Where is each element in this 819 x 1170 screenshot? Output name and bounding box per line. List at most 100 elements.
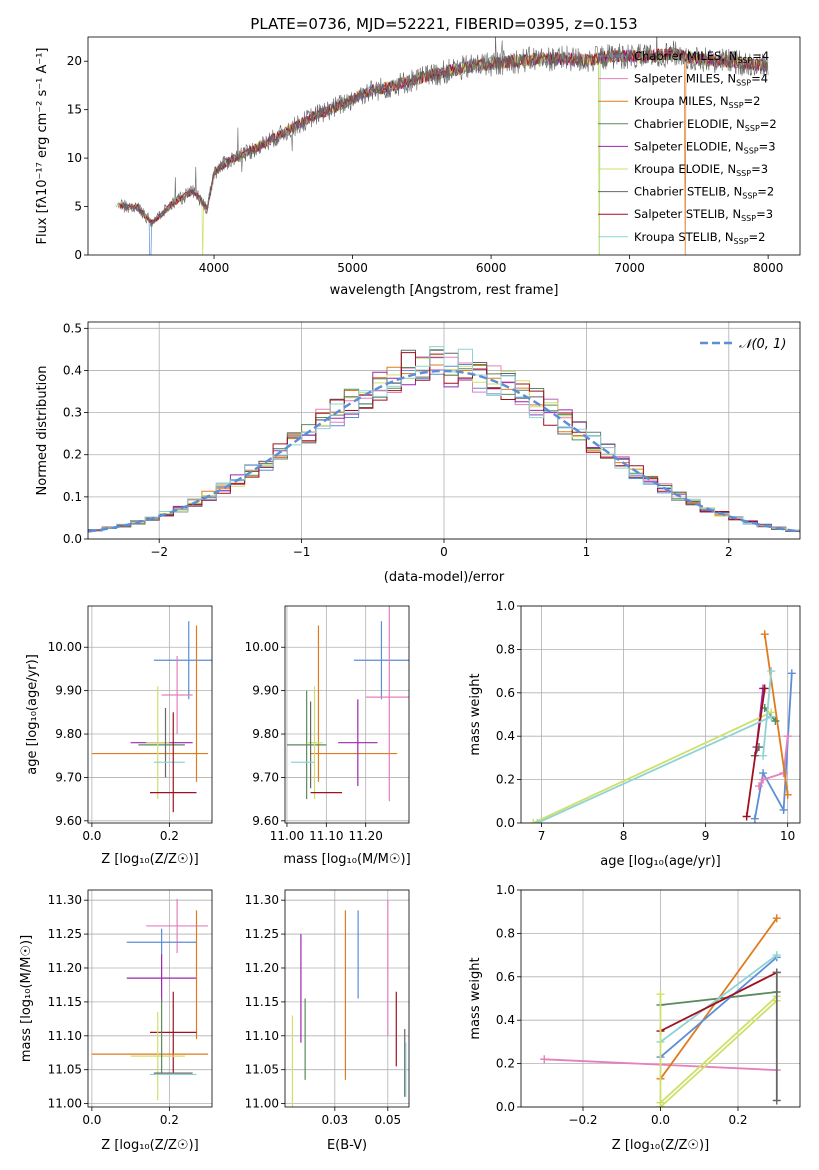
x-tick-label: 0.05 [374, 1113, 401, 1127]
x-tick-label: 0.2 [728, 1113, 747, 1127]
legend-subscript: SSP [744, 146, 759, 155]
y-tick-label: 11.15 [245, 995, 279, 1009]
y-axis-label: Flux [fλ10⁻¹⁷ erg cm⁻² s⁻¹ A⁻¹] [35, 48, 50, 245]
plot-area [91, 621, 212, 813]
x-axis-label: age [log₁₀(age/yr)] [600, 854, 721, 869]
mass-vs-metallicity-panel: 0.0 0.2 11.00 11.05 11.10 11.15 11.20 11.25 11.3… [19, 889, 213, 1153]
massweight-vs-metallicity-panel: −0.2 0.0 0.2 0.0 0.2 0.4 0.6 0.8 1.0 Z [log₁₀(Z/Z… [468, 883, 801, 1153]
series-marker [759, 775, 768, 784]
axes-frame [87, 321, 801, 540]
axes-frame [520, 605, 801, 824]
plot-area [88, 346, 800, 533]
spectrum-chabrier-stelib-line [120, 37, 769, 228]
y-tick-label: 0.6 [496, 686, 515, 700]
series-line [659, 995, 778, 1104]
legend-subscript: SSP [745, 124, 760, 133]
y-tick-label: 0.5 [63, 321, 82, 335]
legend-ssp-count: =3 [756, 207, 773, 221]
y-tick-label: 0.3 [63, 406, 82, 420]
legend-ssp-count: =4 [751, 72, 768, 86]
x-tick-label: 10 [780, 829, 795, 843]
series-marker [656, 1103, 665, 1107]
legend-model-name: Chabrier ELODIE, N [634, 117, 745, 131]
x-axis-label: wavelength [Angstrom, rest frame] [330, 283, 559, 298]
plot-area [286, 606, 409, 802]
y-tick-label: 9.80 [55, 727, 82, 741]
legend-ssp-count: =2 [760, 117, 777, 131]
series-chabrier-miles [656, 953, 781, 1062]
series-marker [772, 951, 781, 960]
plot-area [91, 898, 209, 1101]
y-tick-label: 0.2 [496, 773, 515, 787]
y-tick-label: 1.0 [496, 599, 515, 613]
legend-subscript: SSP [734, 237, 749, 246]
series-line [659, 1000, 778, 1107]
histogram-kroupa-stelib [88, 346, 800, 532]
series-marker [767, 667, 776, 676]
series-line [758, 736, 789, 787]
errorbar-salpeter-elodie [338, 699, 378, 787]
series-line [745, 688, 766, 817]
y-tick-label: 0.0 [496, 1100, 515, 1114]
series-chabrier-elodie [760, 703, 780, 726]
y-tick-label: 0.4 [496, 1013, 515, 1027]
y-tick-label: 15 [67, 103, 82, 117]
x-tick-label: 0.0 [651, 1113, 670, 1127]
y-axis-label: mass weight [468, 957, 483, 1039]
y-tick-label: 11.30 [48, 893, 82, 907]
x-tick-label: 7000 [614, 261, 645, 275]
plot-area [540, 914, 781, 1107]
legend-subscript: SSP [736, 79, 751, 88]
x-tick-label: 7 [538, 829, 546, 843]
y-tick-label: 0.1 [63, 490, 82, 504]
legend-model-name: Salpeter MILES, N [634, 72, 736, 86]
x-tick-label: 9 [702, 829, 710, 843]
y-tick-label: 9.90 [55, 684, 82, 698]
spectrum-title: PLATE=0736, MJD=52221, FIBERID=0395, z=0… [250, 15, 637, 33]
x-axis-label: (data-model)/error [384, 570, 505, 585]
legend-label-kroupa-elodie: Kroupa ELODIE, NSSP=3 [634, 162, 768, 178]
series-marker [754, 782, 763, 791]
x-tick-label: 2 [725, 545, 733, 559]
normal-distribution-curve [88, 369, 800, 533]
x-tick-label: 0.2 [160, 1113, 179, 1127]
series-marker [771, 717, 780, 726]
errorbar-kroupa-elodie [306, 686, 323, 800]
errorbar-salpeter-miles [161, 655, 193, 735]
series-line [537, 715, 772, 823]
axes-frame [284, 889, 410, 1108]
series-marker [783, 790, 792, 799]
plot-area [115, 37, 769, 255]
series-marker [783, 732, 792, 741]
y-tick-label: 0.0 [63, 532, 82, 546]
x-tick-label: 0 [440, 545, 448, 559]
errorbar-chabrier-miles [126, 928, 197, 956]
legend-label-salpeter-stelib: Salpeter STELIB, NSSP=3 [634, 207, 773, 223]
x-tick-label: 0.03 [321, 1113, 348, 1127]
y-tick-label: 11.05 [245, 1063, 279, 1077]
y-tick-label: 10 [67, 151, 82, 165]
y-tick-label: 11.25 [245, 927, 279, 941]
x-tick-label: −2 [150, 545, 168, 559]
legend-model-name: Salpeter STELIB, N [634, 207, 741, 221]
x-axis-label: Z [log₁₀(Z/Z☉)] [101, 852, 198, 867]
errorbar-salpeter-miles [365, 606, 409, 802]
errorbar-chabrier-miles [153, 621, 212, 700]
axes-frame [284, 605, 410, 824]
y-tick-label: 11.20 [48, 961, 82, 975]
legend-ssp-count: =2 [744, 94, 761, 108]
x-axis-label: E(B-V) [327, 1138, 367, 1153]
axes-frame [87, 889, 213, 1108]
y-tick-label: 0.6 [496, 970, 515, 984]
age-vs-metallicity-panel: 0.0 0.2 9.60 9.70 9.80 9.90 10.00 Z [log₁₀(Z/Z☉… [25, 605, 213, 867]
y-tick-label: 9.70 [252, 770, 279, 784]
series-marker [742, 812, 751, 821]
y-tick-label: 9.80 [252, 727, 279, 741]
series-marker [779, 805, 788, 814]
x-tick-label: 11.00 [270, 829, 304, 843]
series-marker [772, 968, 781, 977]
legend-model-name: Chabrier STELIB, N [634, 185, 742, 199]
series-marker [529, 819, 538, 823]
series-marker [772, 914, 781, 923]
